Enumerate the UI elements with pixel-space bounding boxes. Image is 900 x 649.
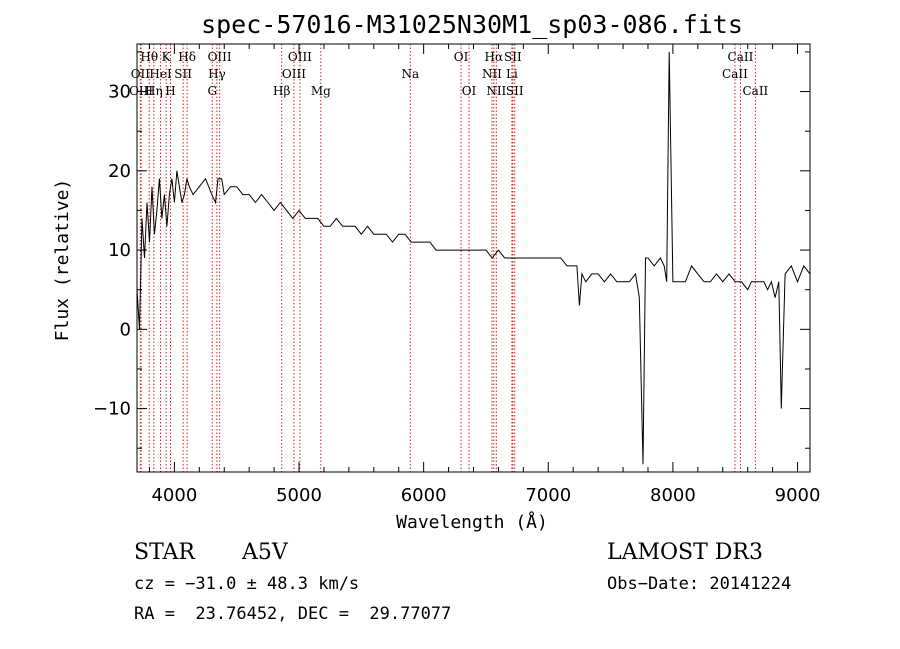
y-tick-label: 20 (108, 161, 131, 182)
spectral-line-label: Hδ (178, 50, 196, 64)
spectral-line-labels: Hθ OII OIII K HeI Hη Hδ SII H OIII Hγ G OIII OIII Hβ Mg… (129, 50, 768, 98)
spectral-line-label: Li (506, 67, 518, 81)
spectral-line-label: Na (401, 67, 419, 81)
spectral-line-label: CaII (722, 67, 748, 81)
spectral-line-label: Hβ (273, 84, 290, 98)
x-axis-label: Wavelength (Å) (396, 511, 548, 533)
x-tick-label: 9000 (775, 485, 821, 506)
spectrum-series-line (136, 51, 811, 465)
spectral-line-label: H (165, 84, 175, 98)
observation-date: Obs−Date: 20141224 (607, 574, 792, 594)
y-tick-label: 30 (108, 82, 131, 103)
plot-frame (136, 43, 811, 473)
survey-name: LAMOST DR3 (607, 540, 763, 565)
spectral-line-label: OIII (208, 50, 232, 64)
x-tick-label: 8000 (650, 485, 696, 506)
spectral-line-label: Hθ (140, 50, 158, 64)
x-tick-label: 6000 (401, 485, 447, 506)
y-tick-label: 10 (108, 240, 131, 261)
spectral-line-label: CaII (728, 50, 754, 64)
object-subclass: A5V (242, 540, 288, 565)
y-tick-label: −10 (93, 399, 131, 420)
x-tick-label: 4000 (151, 485, 197, 506)
spectral-line-label: OI (454, 50, 469, 64)
redshift-velocity: cz = −31.0 ± 48.3 km/s (134, 574, 360, 594)
spectral-line-label: OII (131, 67, 151, 81)
x-tick-label: 7000 (525, 485, 571, 506)
spectral-line-label: CaII (742, 84, 768, 98)
spectral-line-label: OIII (288, 50, 312, 64)
spectral-line-label: NII (482, 67, 502, 81)
y-axis-ticks: −10 0 10 20 30 (93, 51, 810, 449)
spectral-line-label: SII (174, 67, 192, 81)
x-tick-label: 5000 (276, 485, 322, 506)
spectral-line-label: G (207, 84, 217, 98)
spectral-line-label: Hγ (208, 67, 226, 81)
y-axis-label: Flux (relative) (52, 179, 73, 342)
spectral-line-label: HeI (149, 67, 172, 81)
spectral-line-label: Hη (145, 84, 163, 98)
spectral-line-label: SII (506, 84, 524, 98)
spectral-line-label: OIII (129, 84, 153, 98)
spectral-line-label: NII (486, 84, 506, 98)
sky-coordinates: RA = 23.76452, DEC = 29.77077 (134, 604, 452, 624)
chart-title: spec-57016-M31025N30M1_sp03-086.fits (201, 10, 743, 39)
spectral-line-label: Hα (485, 50, 504, 64)
object-class: STAR (134, 540, 195, 565)
spectral-line-label: K (162, 50, 172, 64)
spectral-line-label: OI (462, 84, 477, 98)
spectral-line-label: OIII (282, 67, 306, 81)
spectral-line-label: SII (504, 50, 522, 64)
spectral-line-markers (139, 44, 756, 472)
y-tick-label: 0 (120, 319, 131, 340)
spectral-line-label: Mg (311, 84, 331, 98)
x-axis-ticks: 4000 5000 6000 7000 8000 9000 (148, 44, 821, 506)
